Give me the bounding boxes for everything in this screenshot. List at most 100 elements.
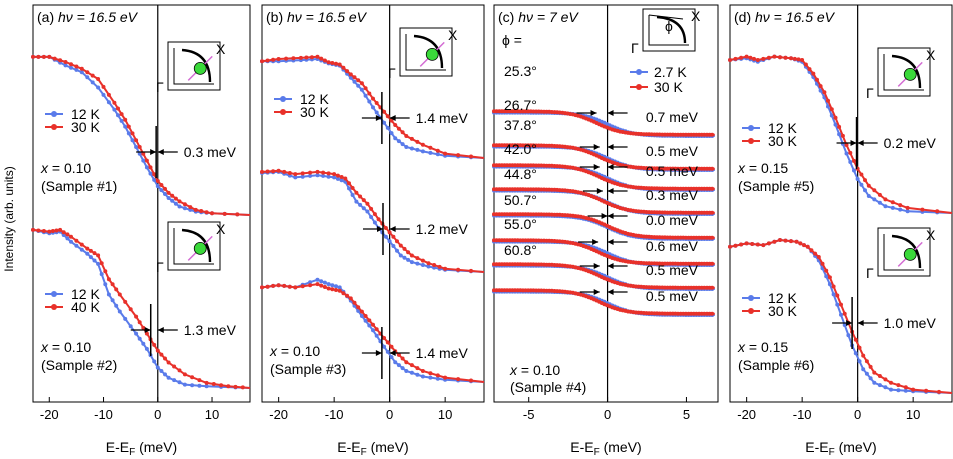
data-point [308,173,313,178]
data-point [177,380,182,385]
data-point [855,177,860,181]
phi-value: 50.7° [504,192,537,208]
data-point [385,125,390,130]
data-point [112,107,117,112]
data-point [435,152,440,157]
edc-group: 1.4 meV 12 K30 K [260,54,485,160]
data-point [134,138,139,143]
data-point [300,174,305,179]
data-point [367,318,372,323]
gamma-point-label: Γ [866,265,874,281]
sample-label: (Sample #4) [510,379,586,395]
shift-arrowhead-right [389,226,396,232]
x-tick-label: -10 [793,407,812,422]
legend-marker [748,138,754,144]
data-point [861,367,866,372]
data-point [233,384,238,389]
data-point [361,206,366,211]
data-point [443,375,448,380]
data-point [752,56,756,61]
data-point [61,230,66,235]
data-point [406,250,411,255]
data-point [428,371,433,376]
cut-group: 37.8° 0.5 meV [492,117,715,192]
shift-arrowhead-left [376,226,383,232]
data-point [152,172,157,177]
data-point [144,165,149,170]
data-point [935,209,940,214]
data-point [409,260,414,265]
data-point [219,383,224,388]
data-point [337,62,342,67]
data-point [315,54,320,59]
data-point [387,239,392,244]
data-point [345,293,350,298]
phi-value: 42.0° [504,141,537,157]
data-point [182,382,187,387]
data-point [852,168,856,173]
data-point [116,106,120,111]
data-point [868,376,873,381]
data-point [85,251,90,256]
data-point [374,101,379,105]
data-point [400,356,405,361]
data-point [190,375,195,380]
data-point [348,72,353,77]
edc-series [260,168,485,273]
legend-label: 12 K [768,120,797,136]
data-point [79,242,84,247]
data-point [853,337,858,342]
data-point [937,389,941,394]
brillouin-zone-inset: XΓ [388,27,458,81]
data-point [365,201,370,206]
gamma-point-label: Γ [388,65,396,81]
data-point [866,183,871,188]
data-point [260,169,264,174]
data-point [924,388,929,393]
data-point [826,104,830,109]
data-point [326,282,331,287]
data-point [128,324,133,329]
data-point [371,105,375,110]
data-point [835,293,840,298]
shift-arrowhead-left [375,115,382,121]
data-point [141,158,146,163]
data-point [883,377,888,382]
data-point [204,384,209,389]
data-point [170,193,175,198]
data-point [846,333,851,338]
legend-marker [51,291,57,297]
x-tick-label: 0 [154,407,161,422]
data-point [90,73,95,78]
edc-series [492,262,715,290]
data-point [85,70,90,75]
data-point [864,359,869,364]
data-point [47,229,52,234]
data-point [728,244,732,249]
data-point [389,344,394,349]
x-tick-label: -20 [737,407,756,422]
data-point [739,242,744,247]
data-point [833,115,838,120]
x-axis-label: E-EF (meV) [570,439,641,458]
data-point [134,314,139,319]
data-point [778,55,782,60]
fermi-surface-arc [181,48,212,83]
edc-group: 1.2 meV [260,168,485,274]
data-point [347,186,351,191]
data-point [293,175,298,180]
data-point [905,205,910,210]
data-point [372,220,377,225]
data-point [839,312,843,317]
data-point [800,58,805,62]
data-point [141,341,146,346]
data-point [166,375,171,380]
data-point [443,151,448,156]
data-point [872,197,877,202]
data-point [789,239,793,244]
data-point [766,55,771,60]
data-point [271,283,276,288]
data-point [182,202,187,207]
data-point [710,235,715,240]
edc-series [492,143,715,171]
